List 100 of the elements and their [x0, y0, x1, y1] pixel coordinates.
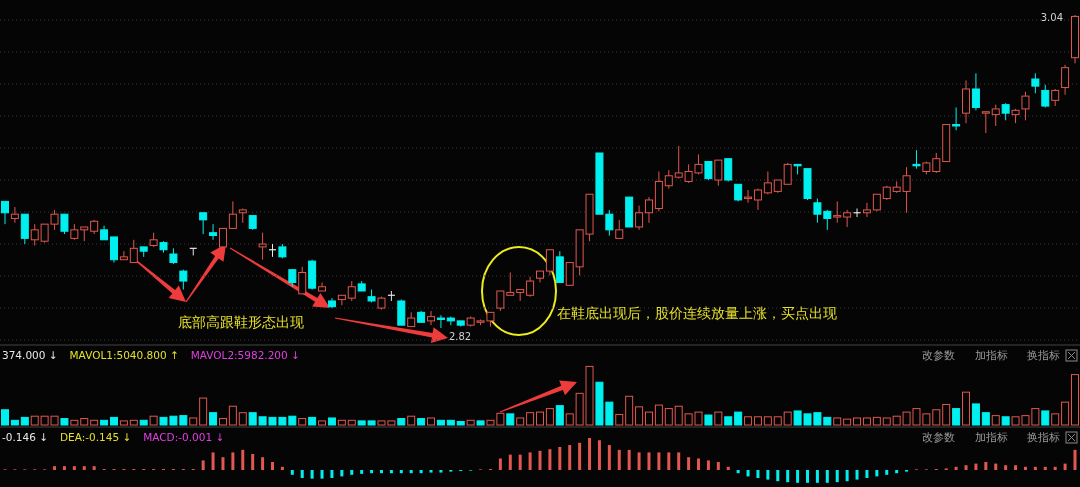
bar [625, 395, 634, 426]
bar [300, 470, 304, 478]
annotation: 3.04 [1040, 12, 1063, 23]
bar [446, 419, 455, 426]
bar [962, 391, 971, 426]
annotation: -0.146 ↓ [2, 431, 48, 443]
bar [218, 418, 227, 426]
bar [526, 412, 535, 426]
annotation: MACD:-0.001 ↓ [143, 431, 225, 443]
bar [776, 470, 780, 482]
bar [1004, 465, 1008, 470]
bar [1061, 401, 1070, 426]
bar [746, 470, 750, 477]
bar [753, 416, 762, 426]
bar [261, 457, 265, 470]
bar [498, 458, 502, 470]
bar [578, 442, 582, 470]
bar [209, 412, 218, 426]
bar [506, 413, 515, 426]
bar [971, 403, 980, 426]
bar [697, 458, 701, 470]
text: 换指标 [1027, 349, 1060, 362]
bar [466, 419, 475, 426]
bar [241, 449, 245, 470]
bar [436, 419, 445, 426]
annotation: 底部高跟鞋形态出现 [178, 314, 304, 330]
bar [872, 416, 881, 426]
bar [545, 408, 554, 426]
bar [72, 466, 76, 470]
text: 改参数 [922, 349, 955, 362]
bar [201, 460, 205, 470]
bar [536, 411, 544, 426]
bar [337, 419, 346, 426]
bar [407, 415, 416, 426]
text: MAVOL2:5982.200 ↓ [190, 349, 300, 361]
annotation: 换指标 [1027, 431, 1060, 444]
bar [786, 470, 790, 483]
bar [1063, 463, 1067, 470]
bar [327, 417, 336, 426]
bar [607, 445, 611, 470]
bar [370, 470, 374, 474]
bar [677, 452, 681, 470]
bar [379, 470, 383, 474]
bar [744, 416, 753, 426]
bar [853, 417, 862, 426]
annotation: 改参数 [922, 431, 955, 444]
bar [228, 405, 237, 426]
bar [1014, 465, 1018, 470]
bar [568, 445, 572, 470]
bar [139, 419, 148, 426]
bar [885, 470, 889, 475]
bar [211, 452, 215, 470]
bar [647, 452, 651, 470]
bar [429, 470, 433, 473]
bar [1033, 466, 1037, 470]
bar [627, 449, 631, 470]
bar [974, 463, 978, 470]
bar [637, 452, 641, 470]
bar [419, 470, 423, 474]
bar [149, 415, 158, 426]
bar [399, 470, 403, 474]
bar [290, 470, 294, 475]
bar [667, 452, 671, 470]
bar [657, 452, 661, 470]
bar [617, 449, 621, 470]
bar [320, 470, 324, 479]
bar [875, 470, 879, 477]
bar [20, 416, 29, 426]
bar [508, 454, 512, 470]
bar [280, 466, 284, 470]
bar [1043, 466, 1047, 470]
bar [347, 419, 356, 426]
bar [706, 460, 710, 470]
bar [1073, 449, 1077, 470]
text: 374.000 ↓ [2, 349, 58, 361]
bar [360, 470, 364, 474]
bar [806, 470, 809, 483]
bar [199, 397, 208, 426]
bar [726, 466, 730, 470]
bar [528, 452, 532, 470]
bar [189, 417, 198, 426]
bar [766, 470, 770, 480]
bar [298, 418, 307, 426]
bar [1041, 410, 1050, 426]
bar [597, 440, 601, 470]
bar [833, 417, 842, 426]
bar [538, 450, 542, 470]
bar [271, 462, 274, 470]
bar [129, 419, 138, 426]
annotation: 在鞋底出现后，股价连续放量上涨，买点出现 [557, 305, 837, 321]
bar [1071, 374, 1079, 426]
bar [456, 420, 465, 426]
bar [409, 470, 413, 474]
bar [773, 416, 782, 426]
annotation: 加指标 [975, 431, 1008, 444]
bar [895, 470, 899, 474]
bar [845, 470, 849, 482]
bar [815, 470, 819, 483]
bar [736, 470, 740, 474]
bar [714, 411, 723, 426]
